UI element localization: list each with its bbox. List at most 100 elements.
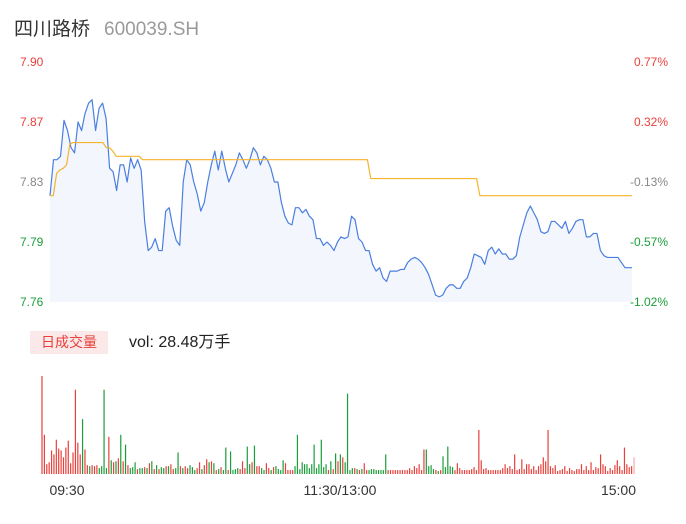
volume-bar <box>237 468 239 474</box>
volume-bar <box>487 470 489 474</box>
volume-bar <box>72 452 74 474</box>
volume-bar <box>311 464 313 474</box>
volume-bar <box>296 434 299 474</box>
volume-bar <box>175 468 177 474</box>
volume-bar <box>234 469 236 474</box>
volume-bar <box>194 470 196 474</box>
volume-bar <box>475 470 478 474</box>
volume-bar <box>387 470 389 474</box>
volume-bar <box>151 461 153 474</box>
volume-bar <box>349 470 351 474</box>
volume-bar <box>366 470 368 474</box>
volume-bar <box>53 454 55 474</box>
volume-bar <box>153 469 155 474</box>
volume-bar <box>628 467 630 474</box>
volume-bar <box>385 454 387 474</box>
volume-bar <box>129 468 131 474</box>
volume-bar <box>511 469 513 474</box>
volume-bar <box>210 461 213 474</box>
volume-bar <box>108 436 110 474</box>
volume-bar <box>256 466 258 474</box>
volume-bar <box>160 467 162 474</box>
volume-bar <box>597 468 599 474</box>
volume-bar <box>442 456 444 474</box>
volume-bar <box>428 466 430 474</box>
volume-bar <box>265 463 267 474</box>
volume-bar <box>494 470 497 474</box>
volume-bar <box>599 454 602 474</box>
volume-bar <box>444 467 447 474</box>
volume-bar <box>588 470 590 474</box>
volume-bar <box>227 470 229 474</box>
volume-bar <box>619 466 621 474</box>
volume-bar <box>485 468 487 474</box>
volume-bar <box>146 468 148 474</box>
volume-bar <box>497 470 499 474</box>
volume-bar <box>440 470 442 474</box>
volume-bar <box>325 464 327 474</box>
volume-bar <box>93 466 96 474</box>
volume-bar <box>468 470 470 474</box>
volume-bar <box>607 471 609 474</box>
volume-bar <box>81 419 84 474</box>
volume-bar <box>430 465 432 474</box>
volume-bar <box>559 470 561 474</box>
volume-bar <box>55 439 57 474</box>
volume-bar <box>380 470 382 474</box>
x-axis-label: 15:00 <box>601 482 636 498</box>
y-left-tick: 7.76 <box>20 295 44 309</box>
stock-header: 四川路桥 600039.SH <box>14 14 199 40</box>
volume-bar <box>521 459 523 474</box>
volume-bar <box>134 462 136 474</box>
volume-bar <box>292 470 294 474</box>
volume-bar <box>394 470 396 474</box>
volume-bar <box>542 457 544 474</box>
volume-bar <box>299 469 301 474</box>
volume-bar <box>616 460 618 474</box>
volume-bar <box>332 469 334 474</box>
volume-bar <box>342 457 344 474</box>
volume-bar <box>554 465 556 474</box>
y-axis-right: 0.77% 0.32% -0.13% -0.57% -1.02% <box>630 55 668 309</box>
volume-bar <box>564 466 566 474</box>
volume-bar <box>206 459 208 474</box>
volume-tag[interactable]: 日成交量 <box>30 331 108 354</box>
volume-bar <box>172 469 174 474</box>
y-left-tick: 7.87 <box>20 115 44 129</box>
volume-bar <box>368 470 370 474</box>
x-axis-label: 11:30/13:00 <box>304 482 377 498</box>
volume-bar <box>268 468 270 474</box>
volume-bar <box>284 463 287 474</box>
volume-bar <box>306 464 308 474</box>
volume-bar <box>179 466 182 474</box>
volume-bar <box>592 470 595 474</box>
volume-bar <box>60 450 62 474</box>
volume-bar <box>609 468 611 474</box>
volume-bar <box>158 469 160 474</box>
volume-bar <box>471 469 473 474</box>
volume-bar <box>144 467 146 474</box>
volume-bar <box>182 468 184 474</box>
volume-bar <box>354 468 356 474</box>
volume-bar <box>447 446 449 474</box>
volume-bar <box>62 457 65 474</box>
volume-bar <box>191 467 193 474</box>
average-price-line <box>50 141 632 197</box>
volume-bar <box>91 465 93 474</box>
volume-bar <box>120 434 122 474</box>
volume-bar <box>545 461 547 474</box>
volume-bar <box>389 470 392 474</box>
volume-bar <box>373 469 375 474</box>
volume-bar <box>346 393 349 474</box>
volume-bar <box>561 469 563 474</box>
volume-bar <box>196 468 198 474</box>
volume-bar <box>218 469 220 474</box>
volume-bar <box>229 451 232 474</box>
volume-bar <box>537 466 540 474</box>
volume-bar <box>122 461 124 474</box>
volume-bar <box>89 466 91 474</box>
y-right-tick: -0.57% <box>630 235 668 249</box>
y-right-tick: 0.32% <box>634 115 668 129</box>
volume-bar <box>79 454 81 474</box>
